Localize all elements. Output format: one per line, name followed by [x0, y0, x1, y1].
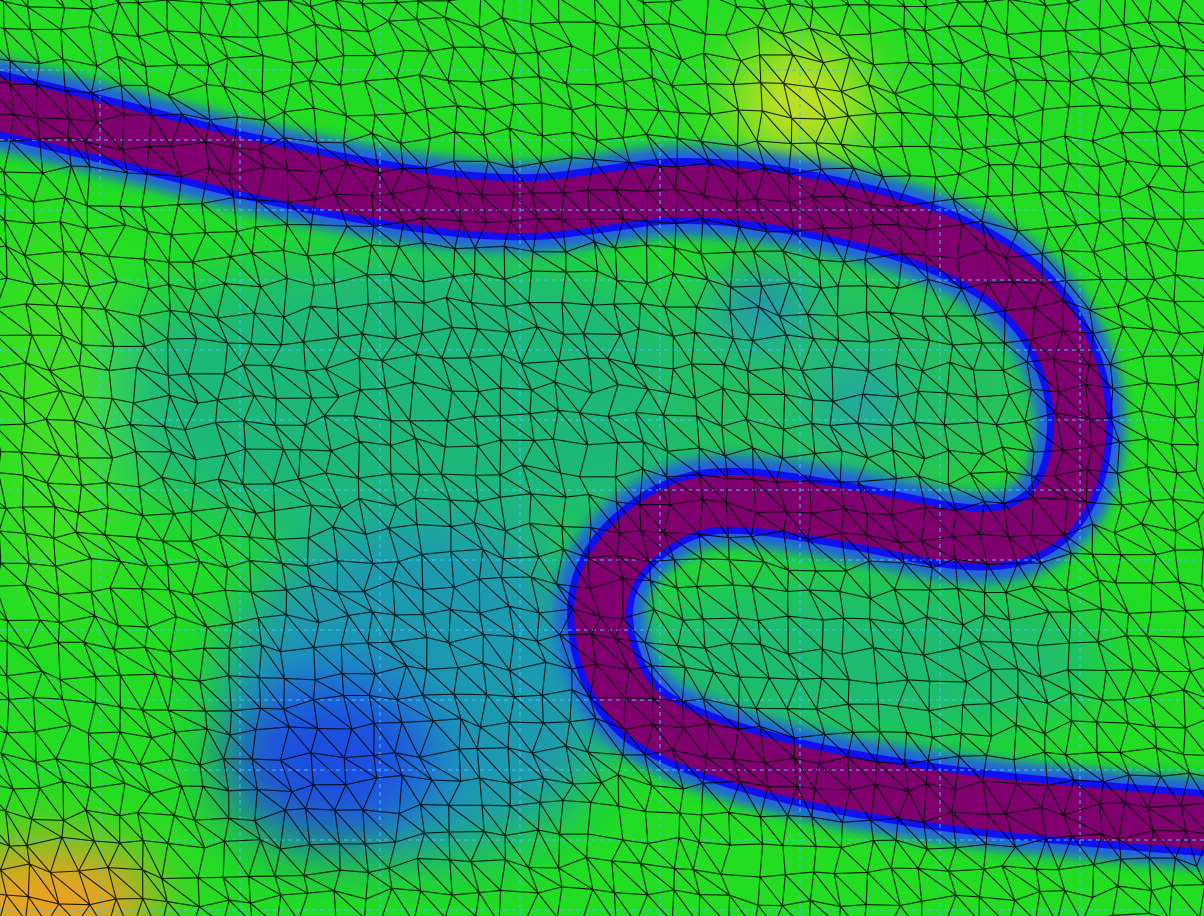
page: {} (() => { const ns = 'http://www.w3.or…	[0, 0, 1204, 916]
mesh-contour-view	[0, 0, 1204, 916]
